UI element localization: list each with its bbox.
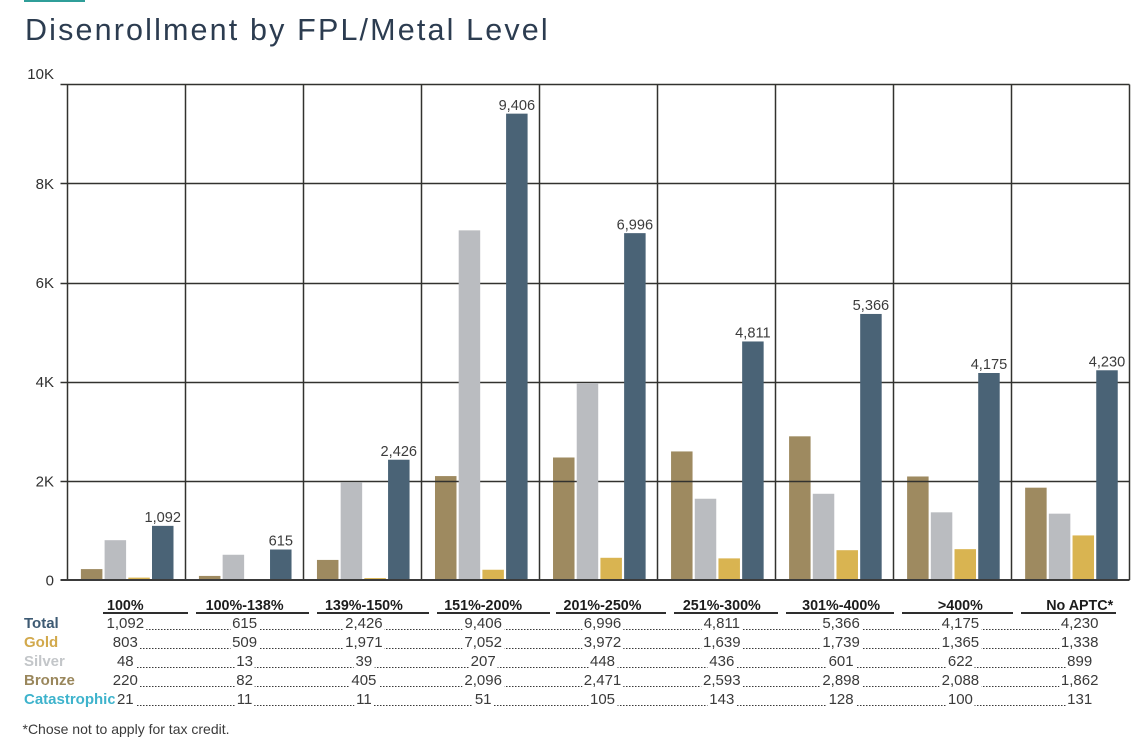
svg-text:8K: 8K	[36, 176, 54, 193]
svg-text:4,175: 4,175	[971, 357, 1008, 373]
svg-text:4,811: 4,811	[735, 326, 770, 342]
svg-text:9,406: 9,406	[499, 98, 536, 114]
svg-text:5,366: 5,366	[853, 298, 890, 314]
svg-text:615: 615	[269, 534, 293, 550]
svg-text:6,996: 6,996	[617, 217, 654, 233]
svg-text:0: 0	[46, 572, 54, 589]
svg-text:2,426: 2,426	[381, 444, 418, 460]
svg-text:6K: 6K	[36, 275, 54, 292]
svg-text:1,092: 1,092	[144, 510, 181, 526]
svg-text:4,230: 4,230	[1089, 354, 1126, 370]
svg-text:10K: 10K	[27, 66, 54, 83]
svg-text:4K: 4K	[36, 374, 54, 391]
svg-text:2K: 2K	[36, 473, 54, 490]
